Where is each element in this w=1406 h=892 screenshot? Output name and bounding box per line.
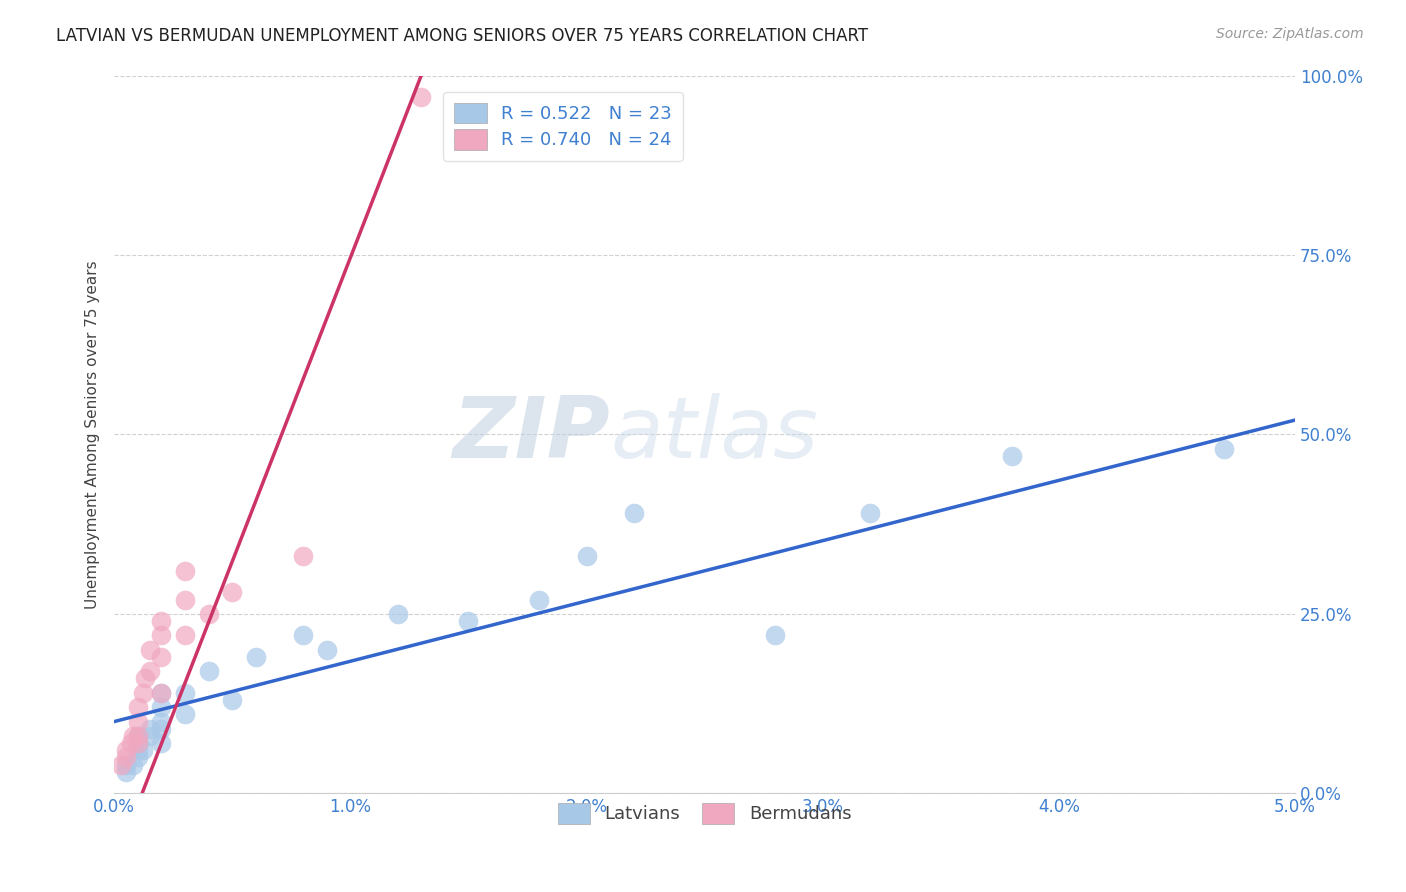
Point [127, 736, 149, 750]
Point [174, 592, 197, 607]
Point [174, 564, 197, 578]
Point [150, 700, 173, 714]
Point [150, 714, 173, 729]
Point [174, 686, 197, 700]
Point [115, 743, 138, 757]
Point [292, 549, 315, 564]
Text: ZIP: ZIP [453, 393, 610, 476]
Point [197, 665, 219, 679]
Point [138, 642, 160, 657]
Point [150, 614, 173, 628]
Point [150, 722, 173, 736]
Point [127, 700, 149, 714]
Point [859, 507, 882, 521]
Point [127, 729, 149, 743]
Text: Source: ZipAtlas.com: Source: ZipAtlas.com [1216, 27, 1364, 41]
Point [623, 507, 645, 521]
Point [122, 729, 145, 743]
Point [122, 757, 145, 772]
Point [127, 729, 149, 743]
Point [245, 650, 267, 665]
Point [138, 729, 160, 743]
Point [150, 650, 173, 665]
Point [150, 736, 173, 750]
Point [387, 607, 409, 621]
Point [131, 743, 153, 757]
Y-axis label: Unemployment Among Seniors over 75 years: Unemployment Among Seniors over 75 years [86, 260, 100, 608]
Point [765, 628, 787, 642]
Point [115, 757, 138, 772]
Point [1001, 449, 1024, 463]
Point [174, 628, 197, 642]
Point [221, 585, 243, 599]
Point [150, 686, 173, 700]
Point [411, 90, 433, 104]
Point [127, 714, 149, 729]
Point [131, 686, 153, 700]
Point [150, 628, 173, 642]
Text: LATVIAN VS BERMUDAN UNEMPLOYMENT AMONG SENIORS OVER 75 YEARS CORRELATION CHART: LATVIAN VS BERMUDAN UNEMPLOYMENT AMONG S… [56, 27, 869, 45]
Point [115, 764, 138, 779]
Point [115, 750, 138, 764]
Point [529, 592, 551, 607]
Point [1213, 442, 1236, 456]
Point [134, 672, 156, 686]
Point [120, 736, 142, 750]
Point [150, 686, 173, 700]
Point [575, 549, 598, 564]
Point [315, 642, 337, 657]
Point [292, 628, 315, 642]
Point [110, 757, 132, 772]
Point [174, 707, 197, 722]
Legend: Latvians, Bermudans: Latvians, Bermudans [547, 792, 862, 835]
Point [138, 722, 160, 736]
Point [127, 743, 149, 757]
Point [127, 750, 149, 764]
Point [221, 693, 243, 707]
Text: atlas: atlas [610, 393, 818, 476]
Point [138, 665, 160, 679]
Point [457, 614, 479, 628]
Point [127, 736, 149, 750]
Point [197, 607, 219, 621]
